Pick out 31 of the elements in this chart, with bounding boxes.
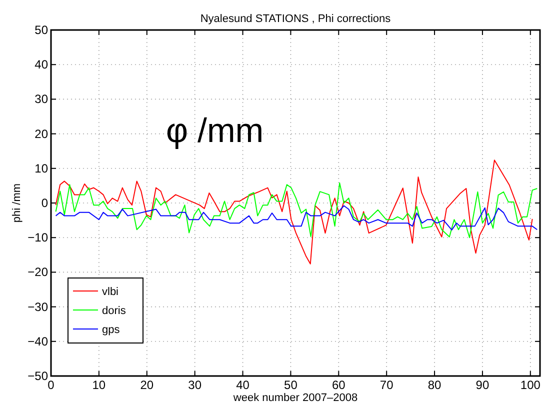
y-tick-label: −10 bbox=[28, 230, 48, 245]
y-tick-label: 50 bbox=[34, 23, 48, 37]
x-tick-label: 70 bbox=[380, 378, 394, 392]
y-tick-label: 0 bbox=[41, 196, 48, 210]
y-tick-label: 10 bbox=[34, 161, 48, 176]
legend-label: vlbi bbox=[102, 286, 119, 298]
y-tick-label: −40 bbox=[28, 334, 48, 348]
y-tick-label: 30 bbox=[34, 92, 48, 106]
x-tick-label: 40 bbox=[236, 378, 250, 392]
x-tick-label: 10 bbox=[92, 378, 106, 392]
legend-label: doris bbox=[102, 305, 126, 317]
y-tick-label: 40 bbox=[34, 58, 48, 72]
x-tick-label: 80 bbox=[428, 378, 442, 392]
line-series bbox=[55, 160, 533, 264]
x-axis-title: week number 2007–2008 bbox=[232, 392, 358, 404]
x-tick-label: 30 bbox=[188, 378, 202, 392]
x-tick-label: 50 bbox=[284, 378, 298, 392]
x-tick-label: 20 bbox=[140, 378, 154, 392]
legend-label: gps bbox=[102, 324, 120, 336]
x-tick-label: 100 bbox=[520, 378, 541, 392]
x-tick-label: 60 bbox=[332, 378, 346, 392]
y-tick-label: 20 bbox=[34, 126, 48, 141]
chart-title: Nyalesund STATIONS , Phi corrections bbox=[200, 13, 392, 25]
y-tick-label: −20 bbox=[28, 265, 48, 280]
y-tick-label: −50 bbox=[28, 369, 48, 383]
annotation: φ /mm bbox=[166, 112, 264, 150]
x-tick-label: 90 bbox=[476, 378, 490, 392]
y-axis-title: phi /mm bbox=[11, 183, 23, 223]
y-tick-label: −30 bbox=[28, 300, 48, 314]
line-series bbox=[55, 182, 538, 238]
line-series bbox=[55, 205, 538, 230]
